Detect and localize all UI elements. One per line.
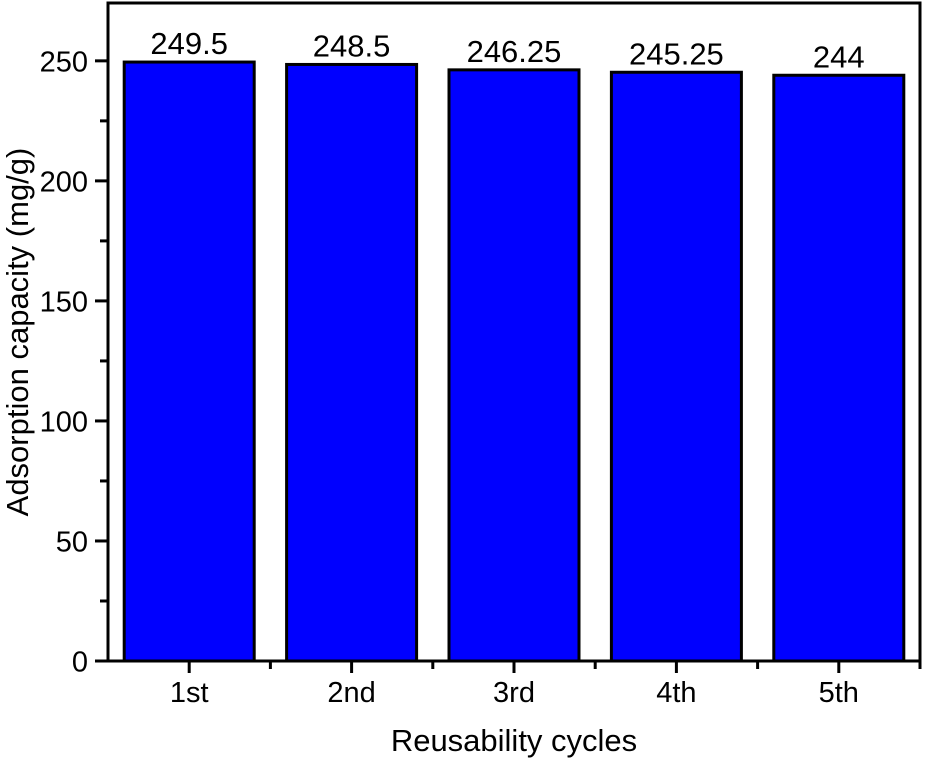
x-axis-tick-labels: 1st 2nd 3rd 4th 5th <box>170 677 859 709</box>
bar-value-label: 248.5 <box>313 28 391 63</box>
bar <box>609 70 743 663</box>
y-tick-label: 0 <box>72 647 88 679</box>
x-tick-label: 3rd <box>493 677 535 709</box>
y-tick-label: 150 <box>40 286 88 318</box>
x-tick-label: 2nd <box>327 677 375 709</box>
x-tick-label: 5th <box>819 677 859 709</box>
bar-value-label: 245.25 <box>629 36 724 71</box>
bars <box>122 60 906 663</box>
y-axis-tick-labels: 0 50 100 150 200 250 <box>40 46 88 678</box>
bar <box>772 73 906 663</box>
x-axis-title: Reusability cycles <box>391 723 637 758</box>
y-tick-label: 50 <box>56 526 88 558</box>
bar <box>447 68 581 663</box>
y-tick-label: 200 <box>40 166 88 198</box>
x-tick-label: 4th <box>656 677 696 709</box>
bar <box>122 60 256 663</box>
x-tick-label: 1st <box>170 677 209 709</box>
y-tick-label: 100 <box>40 406 88 438</box>
value-labels: 249.5 248.5 246.25 245.25 244 <box>150 26 864 74</box>
y-axis-ticks <box>95 59 108 663</box>
bar <box>285 62 419 663</box>
y-tick-label: 250 <box>40 46 88 78</box>
bar-value-label: 249.5 <box>150 26 228 61</box>
x-axis-ticks <box>187 661 922 673</box>
y-axis-title: Adsorption capacity (mg/g) <box>0 148 35 517</box>
bar-value-label: 246.25 <box>467 34 562 69</box>
bar-value-label: 244 <box>813 39 865 74</box>
